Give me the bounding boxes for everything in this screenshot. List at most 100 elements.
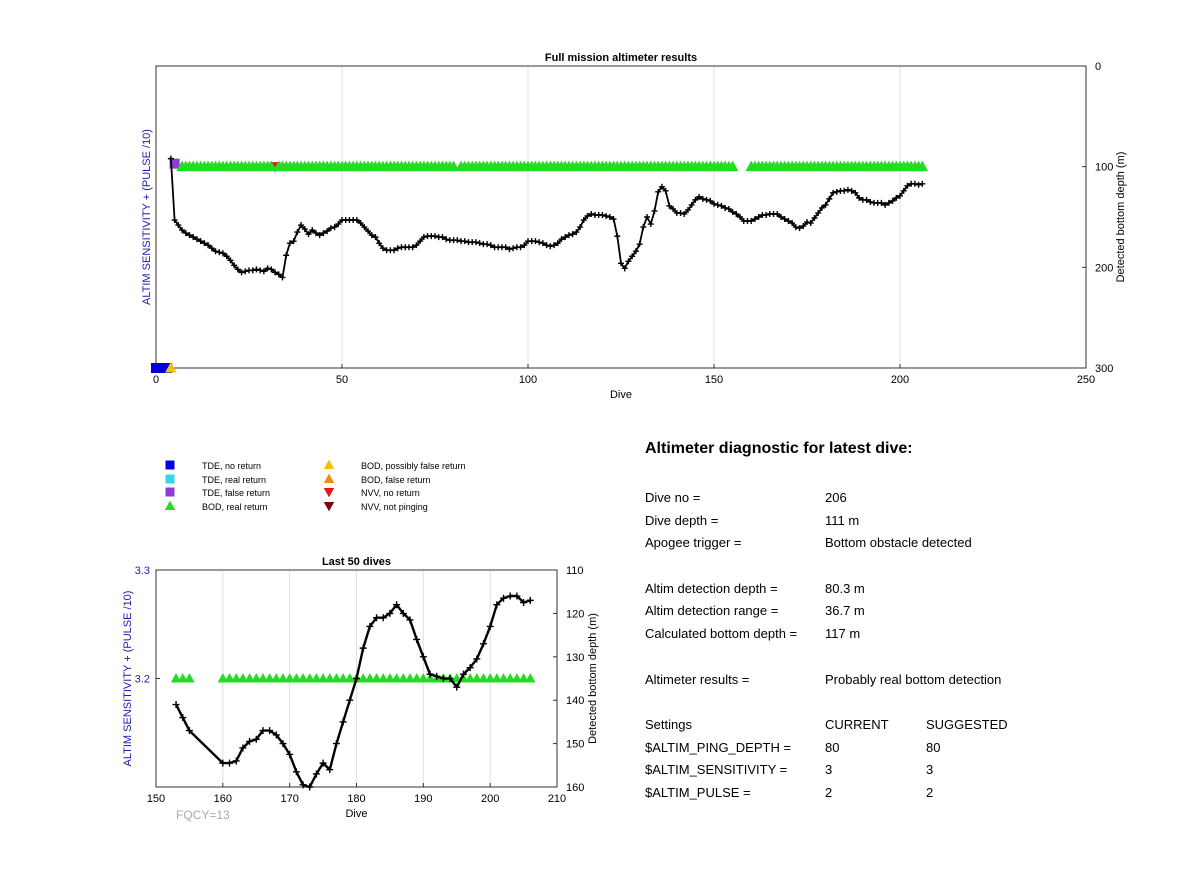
- full-bottom-depth-point: [391, 247, 398, 254]
- dive-no-value: 206: [825, 490, 847, 505]
- full-bottom-depth-point: [167, 155, 174, 162]
- full-bottom-depth-point: [707, 197, 714, 204]
- full-bottom-depth-point: [171, 217, 178, 224]
- full-x-tick-label: 250: [1077, 374, 1095, 386]
- full-bottom-depth-point: [539, 240, 546, 247]
- last50-annotation: FQCY=13: [176, 808, 230, 822]
- pulse-suggested: 2: [926, 784, 934, 800]
- full-bottom-depth-point: [439, 234, 446, 241]
- full-bottom-depth-point: [670, 205, 677, 212]
- full-bottom-depth-point: [852, 189, 859, 196]
- full-plot-area: [156, 66, 1086, 368]
- legend-bod-false-return-marker: [323, 473, 335, 484]
- full-bottom-depth-point: [298, 222, 305, 229]
- sensitivity-row: $ALTIM_SENSITIVITY = 3 3: [645, 762, 1165, 785]
- full-bod-real-return-marker: [726, 160, 739, 172]
- last50-bod-real-return-marker: [424, 673, 436, 683]
- full-bottom-depth-point: [286, 240, 293, 247]
- full-x-tick-label: 150: [705, 374, 723, 386]
- last50-bottom-depth-point: [286, 750, 294, 758]
- full-bottom-depth-point: [309, 227, 316, 234]
- full-bottom-depth-point: [580, 217, 587, 224]
- full-y-right-label: Detected bottom depth (m): [1115, 152, 1127, 283]
- full-bottom-depth-point: [621, 265, 628, 272]
- full-bottom-depth-point: [882, 201, 889, 208]
- full-bottom-depth-point: [506, 246, 513, 253]
- pulse-label: $ALTIM_PULSE =: [645, 784, 751, 800]
- sensitivity-suggested: 3: [926, 762, 934, 778]
- last50-bottom-depth-point: [266, 727, 274, 735]
- full-tde-no-return-marker: [162, 363, 173, 373]
- last50-bod-real-return-marker: [264, 673, 275, 683]
- last50-bod-real-return-marker: [364, 673, 376, 683]
- last50-y-right-tick-label: 160: [566, 782, 584, 794]
- last50-bod-real-return-marker: [371, 673, 382, 683]
- full-bottom-depth-point: [606, 214, 613, 220]
- last50-bottom-depth-point: [179, 714, 187, 722]
- full-bottom-depth-point: [205, 242, 212, 249]
- legend-bod-real-return-marker: [164, 500, 176, 511]
- full-bod-real-return-marker: [916, 160, 929, 172]
- calculated-depth-row: Calculated bottom depth = 117 m: [645, 626, 1165, 649]
- full-bottom-depth-point: [844, 186, 851, 193]
- detection-depth-value: 80.3 m: [825, 580, 865, 596]
- last50-bod-real-return-marker: [324, 673, 335, 683]
- last50-bod-real-return-marker: [491, 673, 503, 683]
- last50-bottom-depth-point: [252, 735, 260, 743]
- calculated-depth-value: 117 m: [825, 626, 861, 642]
- last50-x-tick-label: 160: [214, 793, 232, 805]
- detection-range-row: Altim detection range = 36.7 m: [645, 603, 1165, 626]
- legend-tde-real-return-marker: [165, 474, 175, 484]
- full-bottom-depth-point: [409, 244, 416, 251]
- full-bottom-depth-point: [640, 224, 647, 231]
- last50-bottom-depth-point: [292, 768, 300, 776]
- full-bottom-depth-point: [699, 195, 706, 202]
- full-bottom-depth-point: [212, 248, 219, 255]
- last50-bod-real-return-marker: [418, 673, 429, 683]
- full-bottom-depth-point: [666, 202, 673, 209]
- full-bottom-depth-point: [554, 240, 561, 247]
- last50-bod-real-return-marker: [511, 673, 523, 683]
- last50-bod-real-return-marker: [284, 673, 295, 683]
- full-bottom-depth-point: [792, 224, 799, 231]
- full-bottom-depth-point: [632, 248, 639, 255]
- full-bottom-depth-point: [796, 225, 803, 232]
- legend-tde-real-return-label: TDE, real return: [202, 475, 266, 485]
- full-bottom-depth-point: [517, 244, 524, 251]
- full-bottom-depth-point: [737, 214, 744, 220]
- full-bottom-depth-point: [320, 230, 327, 237]
- full-bod-real-return-marker: [447, 160, 460, 172]
- last50-bottom-depth-point: [479, 640, 487, 648]
- full-bottom-depth-point: [290, 238, 297, 245]
- full-bottom-depth-point: [394, 245, 401, 252]
- results-row: Altimeter results = Probably real bottom…: [645, 672, 1165, 695]
- full-bottom-depth-point: [257, 267, 264, 274]
- last50-bottom-depth-point: [366, 622, 374, 630]
- last50-y-right-tick-label: 130: [566, 652, 584, 664]
- last50-bottom-depth-point: [272, 731, 280, 739]
- legend-nvv-not-pinging-marker: [323, 501, 335, 512]
- last50-bod-real-return-marker: [411, 673, 422, 683]
- full-bottom-depth-point: [618, 260, 624, 267]
- full-bottom-depth-point: [510, 245, 517, 252]
- full-bottom-depth-point: [711, 200, 717, 207]
- full-bottom-depth-point: [696, 193, 703, 200]
- last50-bod-real-return-marker: [230, 673, 242, 683]
- results-label: Altimeter results =: [645, 671, 750, 687]
- pulse-current: 2: [825, 784, 833, 800]
- last50-y-right-tick-label: 110: [566, 565, 584, 577]
- full-bottom-depth-point: [227, 257, 234, 264]
- ping-depth-row: $ALTIM_PING_DEPTH = 80 80: [645, 740, 1165, 763]
- full-bottom-depth-point: [242, 268, 249, 275]
- last50-bottom-depth-point: [426, 670, 434, 678]
- full-x-tick-label: 0: [153, 374, 159, 386]
- full-bottom-depth-point: [316, 232, 323, 239]
- last50-bottom-depth-point: [246, 737, 254, 745]
- full-bottom-depth-point: [417, 238, 424, 245]
- full-bottom-depth-point: [283, 252, 290, 259]
- full-bottom-depth-point: [688, 201, 695, 208]
- full-bottom-depth-point: [193, 236, 200, 243]
- full-bottom-depth-point: [476, 240, 483, 247]
- full-bottom-depth-point: [312, 230, 319, 237]
- full-bottom-depth-point: [833, 188, 840, 195]
